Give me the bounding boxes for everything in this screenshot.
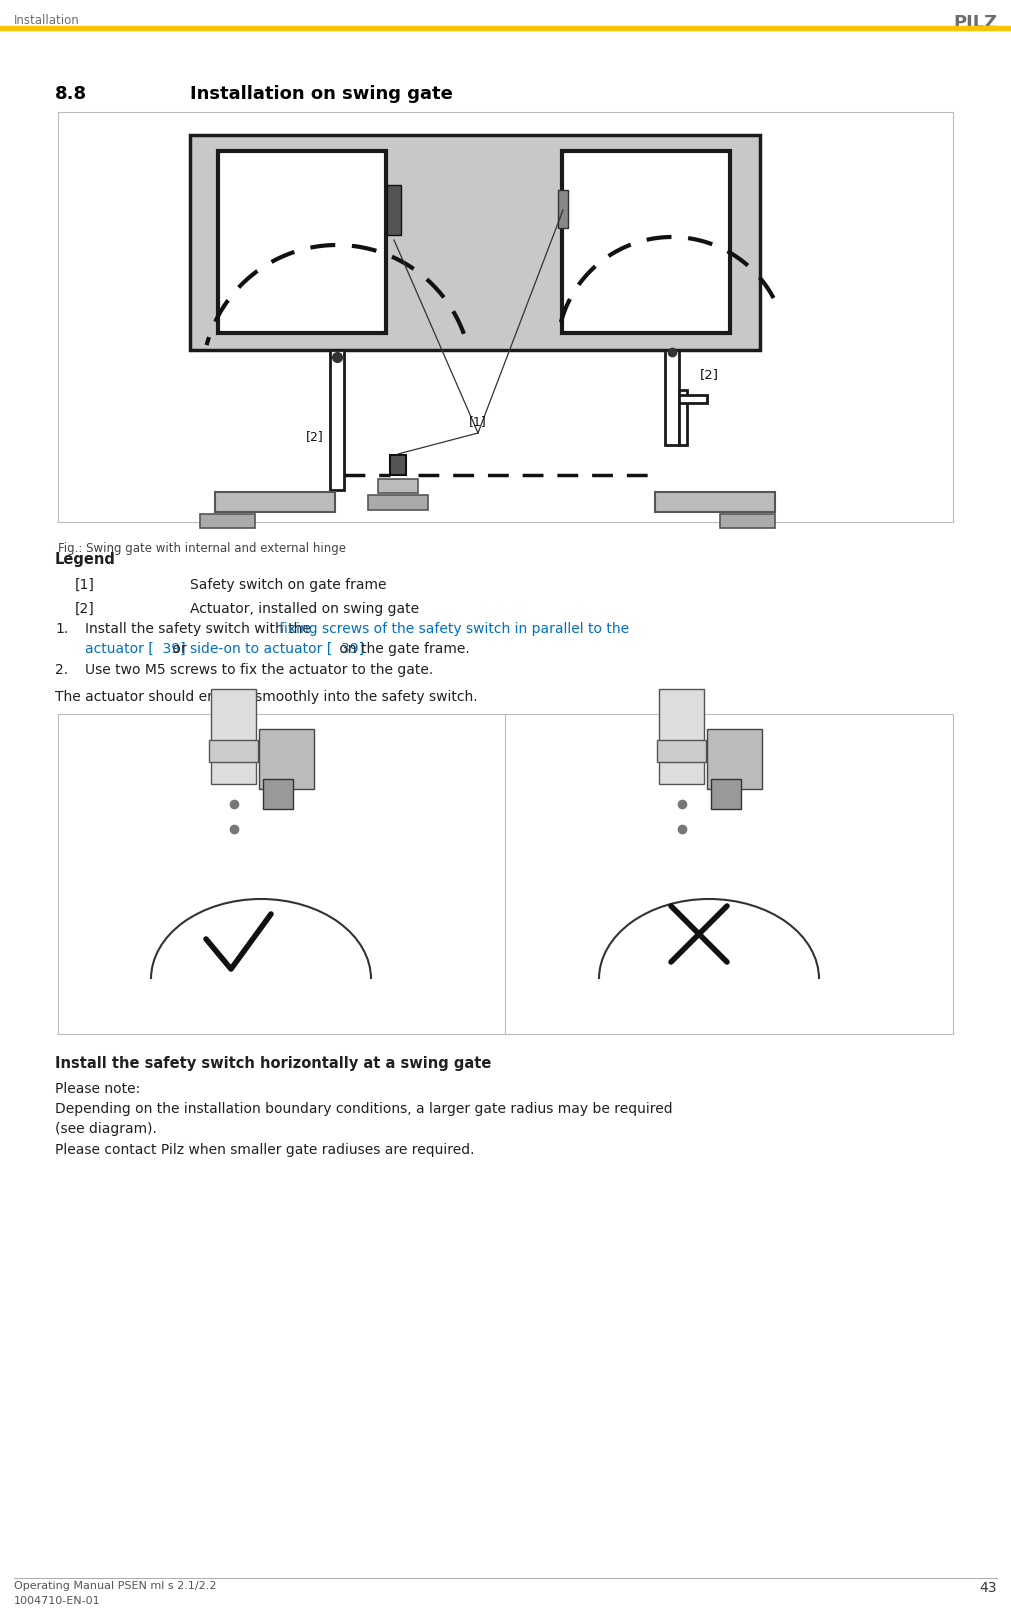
Bar [218, 151, 386, 333]
Text: Install the safety switch with the: Install the safety switch with the [85, 623, 315, 636]
Text: Actuator, installed on swing gate: Actuator, installed on swing gate [190, 602, 420, 616]
Text: Fig.: Swing gate with internal and external hinge: Fig.: Swing gate with internal and exter… [58, 542, 346, 555]
Text: side-on to actuator [  39]: side-on to actuator [ 39] [190, 642, 365, 656]
Text: fixing screws of the safety switch in parallel to the: fixing screws of the safety switch in pa… [279, 623, 630, 636]
Text: PILZ: PILZ [953, 14, 997, 32]
Text: or: or [168, 642, 191, 656]
Bar [387, 185, 401, 235]
Text: Legend: Legend [55, 552, 116, 566]
Text: 1.: 1. [55, 623, 69, 636]
Text: (see diagram).: (see diagram). [55, 1121, 157, 1136]
Bar [263, 779, 293, 809]
Text: on the gate frame.: on the gate frame. [335, 642, 469, 656]
Text: [1]: [1] [469, 415, 487, 428]
Text: actuator [  39]: actuator [ 39] [85, 642, 186, 656]
Bar [659, 689, 704, 784]
Text: [2]: [2] [700, 368, 719, 381]
Bar [211, 689, 256, 784]
Bar [368, 496, 428, 510]
Bar [657, 740, 706, 763]
Text: Operating Manual PSEN ml s 2.1/2.2: Operating Manual PSEN ml s 2.1/2.2 [14, 1582, 216, 1591]
Bar [707, 729, 762, 788]
Bar [665, 351, 679, 446]
Text: Depending on the installation boundary conditions, a larger gate radius may be r: Depending on the installation boundary c… [55, 1102, 672, 1117]
Text: [2]: [2] [306, 430, 324, 442]
Text: [1]: [1] [75, 578, 95, 592]
Bar [562, 151, 730, 333]
Bar [190, 135, 760, 351]
Text: 2.: 2. [55, 663, 68, 677]
Text: Use two M5 screws to fix the actuator to the gate.: Use two M5 screws to fix the actuator to… [85, 663, 434, 677]
Bar [378, 479, 418, 492]
Text: 1004710-EN-01: 1004710-EN-01 [14, 1596, 101, 1606]
Text: Installation: Installation [14, 14, 80, 27]
Text: 8.8: 8.8 [55, 85, 87, 103]
Bar [720, 513, 775, 528]
Text: Please note:: Please note: [55, 1081, 141, 1096]
Text: Install the safety switch horizontally at a swing gate: Install the safety switch horizontally a… [55, 1056, 491, 1072]
Bar [259, 729, 314, 788]
Bar [558, 190, 568, 228]
Bar [679, 394, 707, 402]
Bar [330, 351, 344, 491]
Text: Please contact Pilz when smaller gate radiuses are required.: Please contact Pilz when smaller gate ra… [55, 1142, 474, 1157]
Text: [2]: [2] [75, 602, 95, 616]
Bar [58, 714, 953, 1035]
Bar [215, 492, 335, 512]
Bar [390, 455, 406, 475]
Text: Safety switch on gate frame: Safety switch on gate frame [190, 578, 386, 592]
Bar [209, 740, 258, 763]
Bar [58, 113, 953, 521]
Text: 43: 43 [980, 1582, 997, 1595]
Text: The actuator should engage smoothly into the safety switch.: The actuator should engage smoothly into… [55, 690, 477, 705]
Bar [679, 389, 687, 446]
Text: Installation on swing gate: Installation on swing gate [190, 85, 453, 103]
Bar [711, 779, 741, 809]
Bar [0, 26, 1011, 31]
Bar [200, 513, 255, 528]
Bar [655, 492, 775, 512]
